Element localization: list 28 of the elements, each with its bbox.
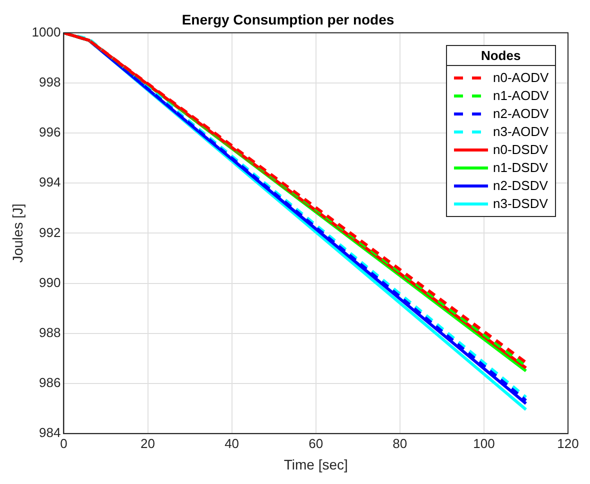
y-tick-label: 998: [39, 74, 61, 90]
legend-label: n3-DSDV: [493, 196, 548, 212]
x-tick-label: 60: [308, 436, 324, 451]
legend-label: n2-AODV: [493, 106, 549, 122]
y-tick-label: 996: [39, 124, 61, 140]
y-tick-label: 984: [39, 425, 61, 440]
x-tick-label: 0: [60, 436, 68, 451]
y-tick-label: 1000: [32, 24, 61, 40]
legend-label: n3-AODV: [493, 124, 549, 140]
x-tick-label: 20: [140, 436, 155, 451]
legend-title: Nodes: [447, 46, 555, 66]
y-tick-label: 986: [39, 375, 61, 390]
y-tick-label: 988: [39, 324, 61, 340]
legend-label: n1-AODV: [493, 88, 549, 104]
x-tick-label: 80: [392, 436, 408, 451]
y-tick-label: 990: [39, 274, 61, 290]
y-tick-label: 994: [39, 174, 61, 190]
y-axis-title: Joules [J]: [9, 204, 26, 263]
legend-label: n0-AODV: [493, 70, 549, 86]
x-tick-label: 120: [557, 436, 579, 451]
x-axis-title: Time [sec]: [284, 456, 348, 472]
x-tick-label: 100: [473, 436, 495, 451]
legend-label: n0-DSDV: [493, 142, 548, 158]
chart-title: Energy Consumption per nodes: [182, 11, 394, 28]
y-tick-label: 992: [39, 224, 61, 240]
legend-label: n1-DSDV: [493, 160, 548, 176]
x-tick-label: 40: [224, 436, 240, 451]
legend-label: n2-DSDV: [493, 178, 548, 194]
